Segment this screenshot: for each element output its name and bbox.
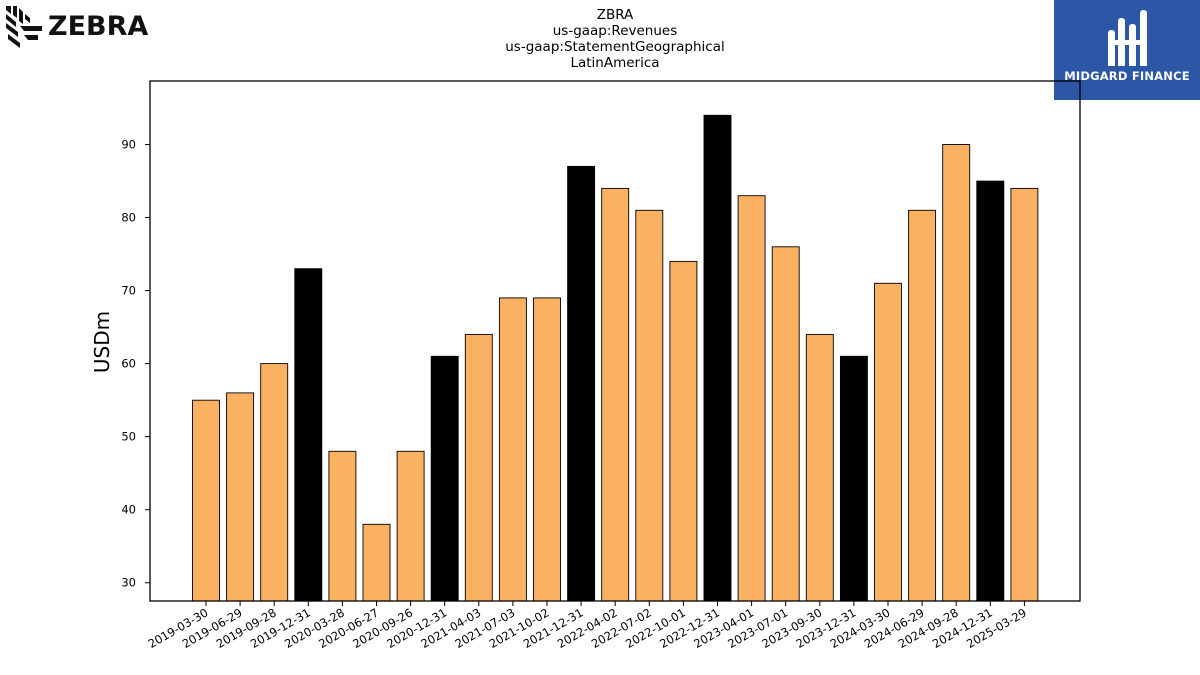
bar-2021-10-02	[533, 297, 561, 602]
zebra-logo: ZEBRA	[4, 4, 154, 52]
bar-2022-10-01	[669, 260, 698, 602]
zebra-wordmark: ZEBRA	[48, 11, 149, 42]
bar-2022-12-31	[703, 114, 732, 602]
bar-2023-09-30	[805, 333, 834, 602]
bar-2019-03-30	[192, 399, 220, 602]
midgard-emblem-icon	[1108, 10, 1147, 66]
bar-2022-04-02	[601, 187, 630, 602]
y-tick-label: 60	[121, 357, 136, 371]
bar-2020-09-26	[396, 450, 425, 602]
y-axis-label: USDm	[90, 311, 114, 373]
y-tick-label: 70	[121, 284, 136, 298]
bar-2020-03-28	[328, 450, 357, 602]
x-axis: 2019-03-302019-06-292019-09-282019-12-31…	[146, 601, 1029, 651]
chart-title: ZBRA us-gaap:Revenues us-gaap:StatementG…	[415, 7, 815, 71]
bar-2023-07-01	[771, 246, 800, 602]
bar-2021-04-03	[464, 333, 493, 602]
title-line-axis: us-gaap:StatementGeographical	[505, 39, 725, 55]
bar-2024-12-31	[976, 180, 1005, 602]
title-line-ticker: ZBRA	[596, 7, 634, 23]
bars-group	[192, 114, 1039, 602]
bar-2019-12-31	[294, 268, 323, 602]
midgard-finance-logo: MIDGARD FINANCE	[1054, 0, 1200, 100]
bar-2019-09-28	[260, 363, 289, 602]
bar-2023-12-31	[839, 355, 868, 602]
y-axis: 30 40 50 60 70 80 90	[121, 138, 150, 590]
y-tick-label: 80	[121, 211, 136, 225]
bar-2021-07-03	[498, 297, 527, 602]
bar-2022-07-02	[635, 209, 664, 602]
title-line-member: LatinAmerica	[570, 55, 660, 71]
bar-2025-03-29	[1010, 187, 1039, 602]
bar-2021-12-31	[567, 165, 596, 602]
bar-2020-12-31	[430, 355, 459, 602]
midgard-wordmark: MIDGARD FINANCE	[1064, 69, 1190, 83]
bar-2024-09-28	[942, 144, 971, 602]
bar-2024-03-30	[874, 282, 902, 602]
y-tick-label: 90	[121, 138, 136, 152]
y-tick-label: 50	[121, 430, 136, 444]
title-line-concept: us-gaap:Revenues	[552, 23, 678, 39]
y-tick-label: 30	[121, 576, 136, 590]
bar-2024-06-29	[908, 209, 937, 602]
bar-2019-06-29	[226, 392, 255, 602]
bar-2020-06-27	[362, 523, 391, 602]
bar-2023-04-01	[737, 195, 766, 602]
y-tick-label: 40	[121, 503, 136, 517]
zebra-head-icon	[6, 6, 42, 48]
